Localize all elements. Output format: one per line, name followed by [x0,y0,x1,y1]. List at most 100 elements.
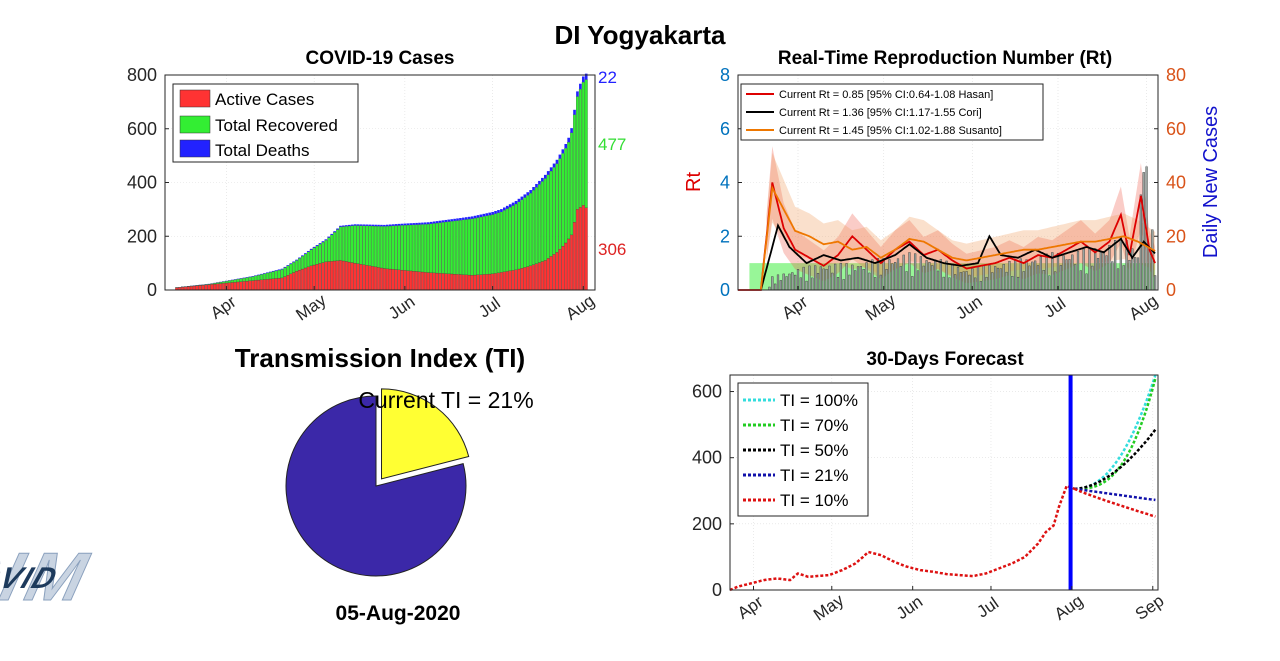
daily-new-cases-bar [874,277,877,291]
bar-recovered [207,283,211,285]
bar-active [438,273,442,291]
daily-new-cases-bar [982,265,985,291]
daily-new-cases-bar [974,277,977,291]
bar-active [406,270,410,291]
bar-active [265,279,269,291]
daily-new-cases-bar [839,262,842,291]
bar-active [529,265,533,291]
bar-recovered [537,184,541,263]
bar-recovered [456,220,459,275]
bar-recovered [391,225,395,270]
bar-active [362,264,366,291]
bar-deaths [523,194,527,198]
bar-recovered [339,226,342,261]
rt-legend-box [740,83,1044,141]
daily-new-cases-bar [891,263,894,291]
bar-active [508,270,512,291]
bar-deaths [576,91,579,97]
bar-recovered [324,240,328,262]
forecast-ytick-label: 200 [692,514,722,534]
bar-deaths [570,128,573,133]
bar-active [564,242,568,291]
rt-chart-title: Real-Time Reproduction Number (Rt) [778,48,1112,69]
bar-recovered [204,284,208,286]
daily-new-cases-bar [1085,273,1088,291]
bar-active [245,281,249,291]
bar-active [298,269,301,291]
bar-deaths [318,243,322,245]
ti-annotation: Current TI = 21% [358,387,533,413]
bar-deaths [464,217,468,220]
daily-new-cases-bar [968,274,971,291]
bar-active [283,276,287,291]
bar-active [192,285,196,291]
bar-recovered [473,218,477,276]
daily-new-cases-bar [1131,248,1134,291]
bar-deaths [508,204,512,208]
daily-new-cases-bar [1091,265,1094,291]
pie-slice-ti [381,388,470,480]
bar-recovered [558,158,562,250]
bar-active [365,265,369,291]
bar-deaths [260,273,263,275]
bar-deaths [283,266,287,268]
bar-active [543,260,547,291]
daily-new-cases-bar [988,265,991,291]
bar-active [456,274,459,291]
bar-deaths [391,224,395,226]
bar-active [578,207,582,291]
bar-active [479,274,483,291]
bar-recovered [549,170,553,257]
bar-recovered [347,225,351,263]
bar-deaths [555,159,559,164]
daily-new-cases-bar [859,265,862,291]
bar-recovered [286,265,290,276]
daily-new-cases-bar [868,272,871,291]
forecast-series-line [1074,374,1157,491]
daily-new-cases-bar [996,267,1000,291]
bar-recovered [459,220,462,275]
bar-deaths [327,236,331,238]
bar-active [306,266,310,291]
bar-recovered [289,263,293,275]
bar-active [420,271,424,291]
legend-label-active: Active Cases [215,90,314,109]
daily-new-cases-bar [814,265,817,291]
bar-deaths [342,225,345,227]
rt-ytick-label: 0 [720,280,730,300]
rt-right-ytick-label: 80 [1166,65,1186,85]
bar-deaths [315,245,319,246]
daily-new-cases-bar [1096,258,1100,291]
daily-new-cases-bar [848,274,851,291]
bar-active [339,260,342,291]
bar-active [540,261,544,291]
bar-deaths [298,257,301,259]
bar-active [213,283,217,291]
daily-new-cases-bar [896,258,900,291]
daily-new-cases-bar [871,259,874,291]
bar-active [470,275,474,291]
bar-deaths [394,224,398,226]
bar-active [257,279,261,291]
bar-active [303,267,307,291]
bar-recovered [213,282,217,285]
report-date: 05-Aug-2020 [336,602,461,625]
bar-active [216,283,220,291]
forecast-series-line [1074,428,1157,491]
bar-recovered [576,96,579,210]
daily-new-cases-bar [919,256,922,291]
bar-recovered [535,187,538,264]
bar-deaths [497,210,500,213]
daily-new-cases-bar [788,273,791,291]
bar-recovered [573,114,576,223]
bar-active [476,274,480,291]
daily-new-cases-bar [1016,276,1020,291]
bar-recovered [523,197,527,268]
fc-legend-label-100: TI = 100% [780,391,858,410]
bar-recovered [491,214,495,275]
bar-active [239,281,243,291]
bar-active [488,273,492,291]
bar-deaths [567,137,570,143]
bar-deaths [535,183,538,188]
bar-active [467,274,471,291]
